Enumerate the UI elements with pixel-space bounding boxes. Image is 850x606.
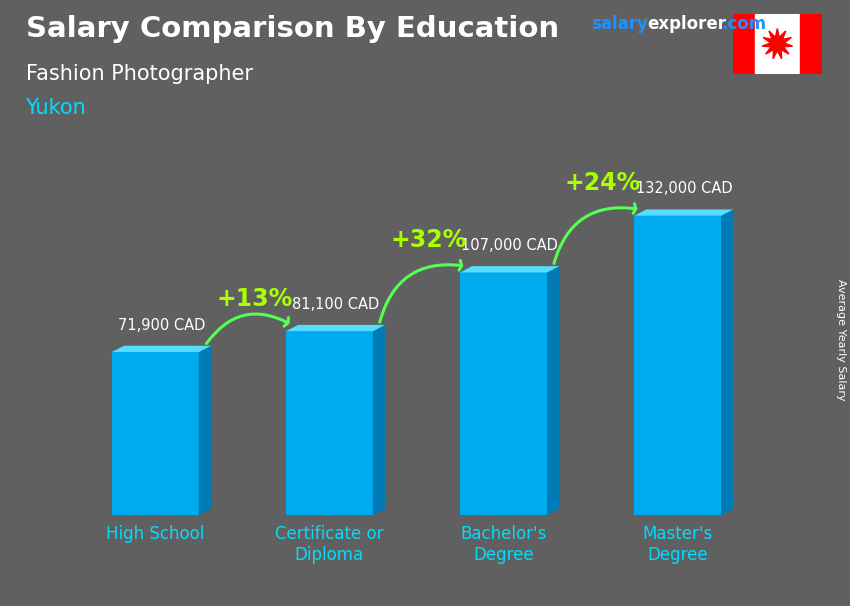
Polygon shape [199, 346, 211, 515]
Text: 107,000 CAD: 107,000 CAD [462, 238, 558, 253]
Polygon shape [460, 266, 559, 273]
Polygon shape [286, 325, 385, 331]
Text: +24%: +24% [564, 171, 641, 195]
Bar [460, 273, 547, 515]
Bar [111, 352, 199, 515]
Bar [634, 216, 722, 515]
Text: Average Yearly Salary: Average Yearly Salary [836, 279, 846, 400]
Text: 132,000 CAD: 132,000 CAD [636, 181, 732, 196]
Text: salary: salary [591, 15, 648, 33]
Polygon shape [373, 325, 385, 515]
Bar [286, 331, 373, 515]
Text: .com: .com [721, 15, 766, 33]
Text: 71,900 CAD: 71,900 CAD [117, 318, 205, 333]
Text: 81,100 CAD: 81,100 CAD [292, 297, 379, 312]
Text: explorer: explorer [648, 15, 727, 33]
Polygon shape [634, 210, 734, 216]
Text: Fashion Photographer: Fashion Photographer [26, 64, 252, 84]
Polygon shape [722, 210, 734, 515]
Bar [755, 14, 800, 74]
Bar [733, 14, 755, 74]
Text: +32%: +32% [390, 228, 467, 251]
Bar [800, 14, 822, 74]
Polygon shape [762, 28, 793, 59]
Polygon shape [547, 266, 559, 515]
Text: +13%: +13% [217, 287, 292, 310]
Text: Salary Comparison By Education: Salary Comparison By Education [26, 15, 558, 43]
Polygon shape [111, 346, 211, 352]
Text: Yukon: Yukon [26, 98, 86, 118]
